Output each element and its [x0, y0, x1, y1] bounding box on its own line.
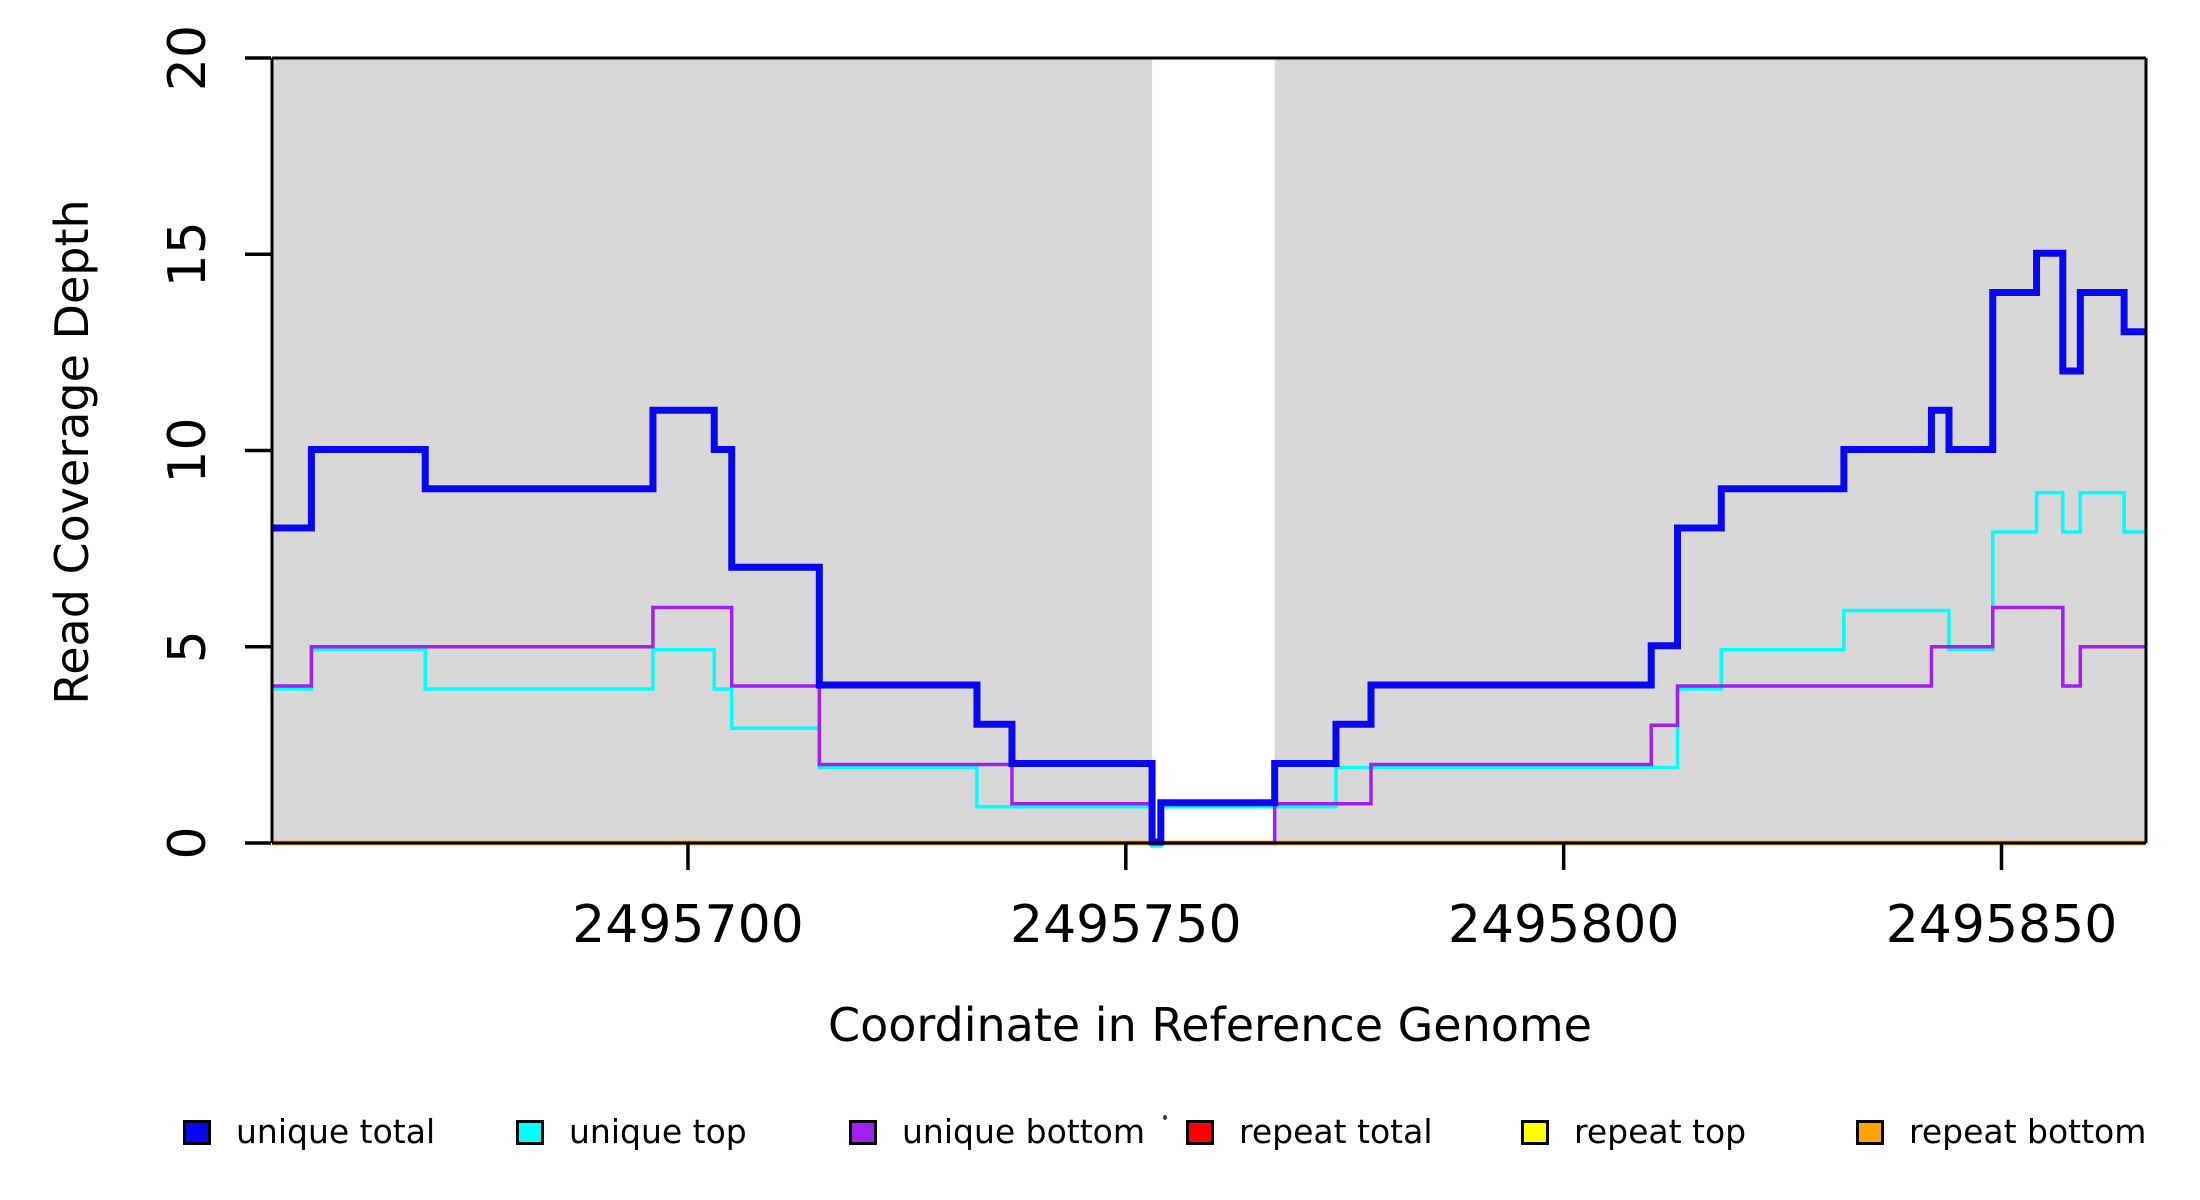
shaded-region-1 — [1274, 58, 2146, 843]
legend-item-unique-total: unique total — [183, 1112, 435, 1152]
series-unique-top-line — [272, 491, 2146, 848]
y-tick-label: 20 — [158, 25, 218, 91]
legend-item-unique-top: unique top — [516, 1112, 747, 1152]
x-tick-label: 2495800 — [1448, 895, 1680, 955]
y-axis-title: Read Coverage Depth — [45, 199, 99, 705]
stray-dot — [1163, 1115, 1167, 1120]
legend-swatch-unique-total — [183, 1120, 211, 1145]
x-axis-title: Coordinate in Reference Genome — [828, 998, 1592, 1052]
legend-swatch-repeat-bottom — [1856, 1120, 1884, 1145]
legend-label: repeat bottom — [1909, 1112, 2147, 1151]
y-tick-label: 0 — [158, 826, 218, 859]
legend-swatch-repeat-total — [1186, 1120, 1214, 1145]
legend-swatch-unique-top — [516, 1120, 544, 1145]
y-tick-label: 15 — [158, 221, 218, 287]
x-tick-label: 2495850 — [1886, 895, 2118, 955]
legend-swatch-unique-bottom — [849, 1120, 877, 1145]
y-tick-label: 5 — [158, 630, 218, 663]
x-tick-label: 2495700 — [572, 895, 804, 955]
legend-label: repeat total — [1239, 1112, 1433, 1151]
legend-item-repeat-top: repeat top — [1521, 1112, 1746, 1152]
legend-label: unique top — [569, 1112, 747, 1151]
legend-item-repeat-total: repeat total — [1186, 1112, 1433, 1152]
y-tick-label: 10 — [158, 417, 218, 483]
legend-label: repeat top — [1574, 1112, 1747, 1151]
legend-item-unique-bottom: unique bottom — [849, 1112, 1145, 1152]
series-unique-total-line — [272, 249, 2146, 846]
legend-label: unique total — [236, 1112, 436, 1151]
legend: unique total unique top unique bottom repea… — [0, 0, 2200, 1151]
legend-item-repeat-bottom: repeat bottom — [1856, 1112, 2146, 1152]
series-unique-bottom-line — [272, 605, 2146, 845]
legend-swatch-repeat-top — [1521, 1120, 1549, 1145]
legend-label: unique bottom — [902, 1112, 1146, 1151]
x-tick-label: 2495750 — [1010, 895, 1242, 955]
